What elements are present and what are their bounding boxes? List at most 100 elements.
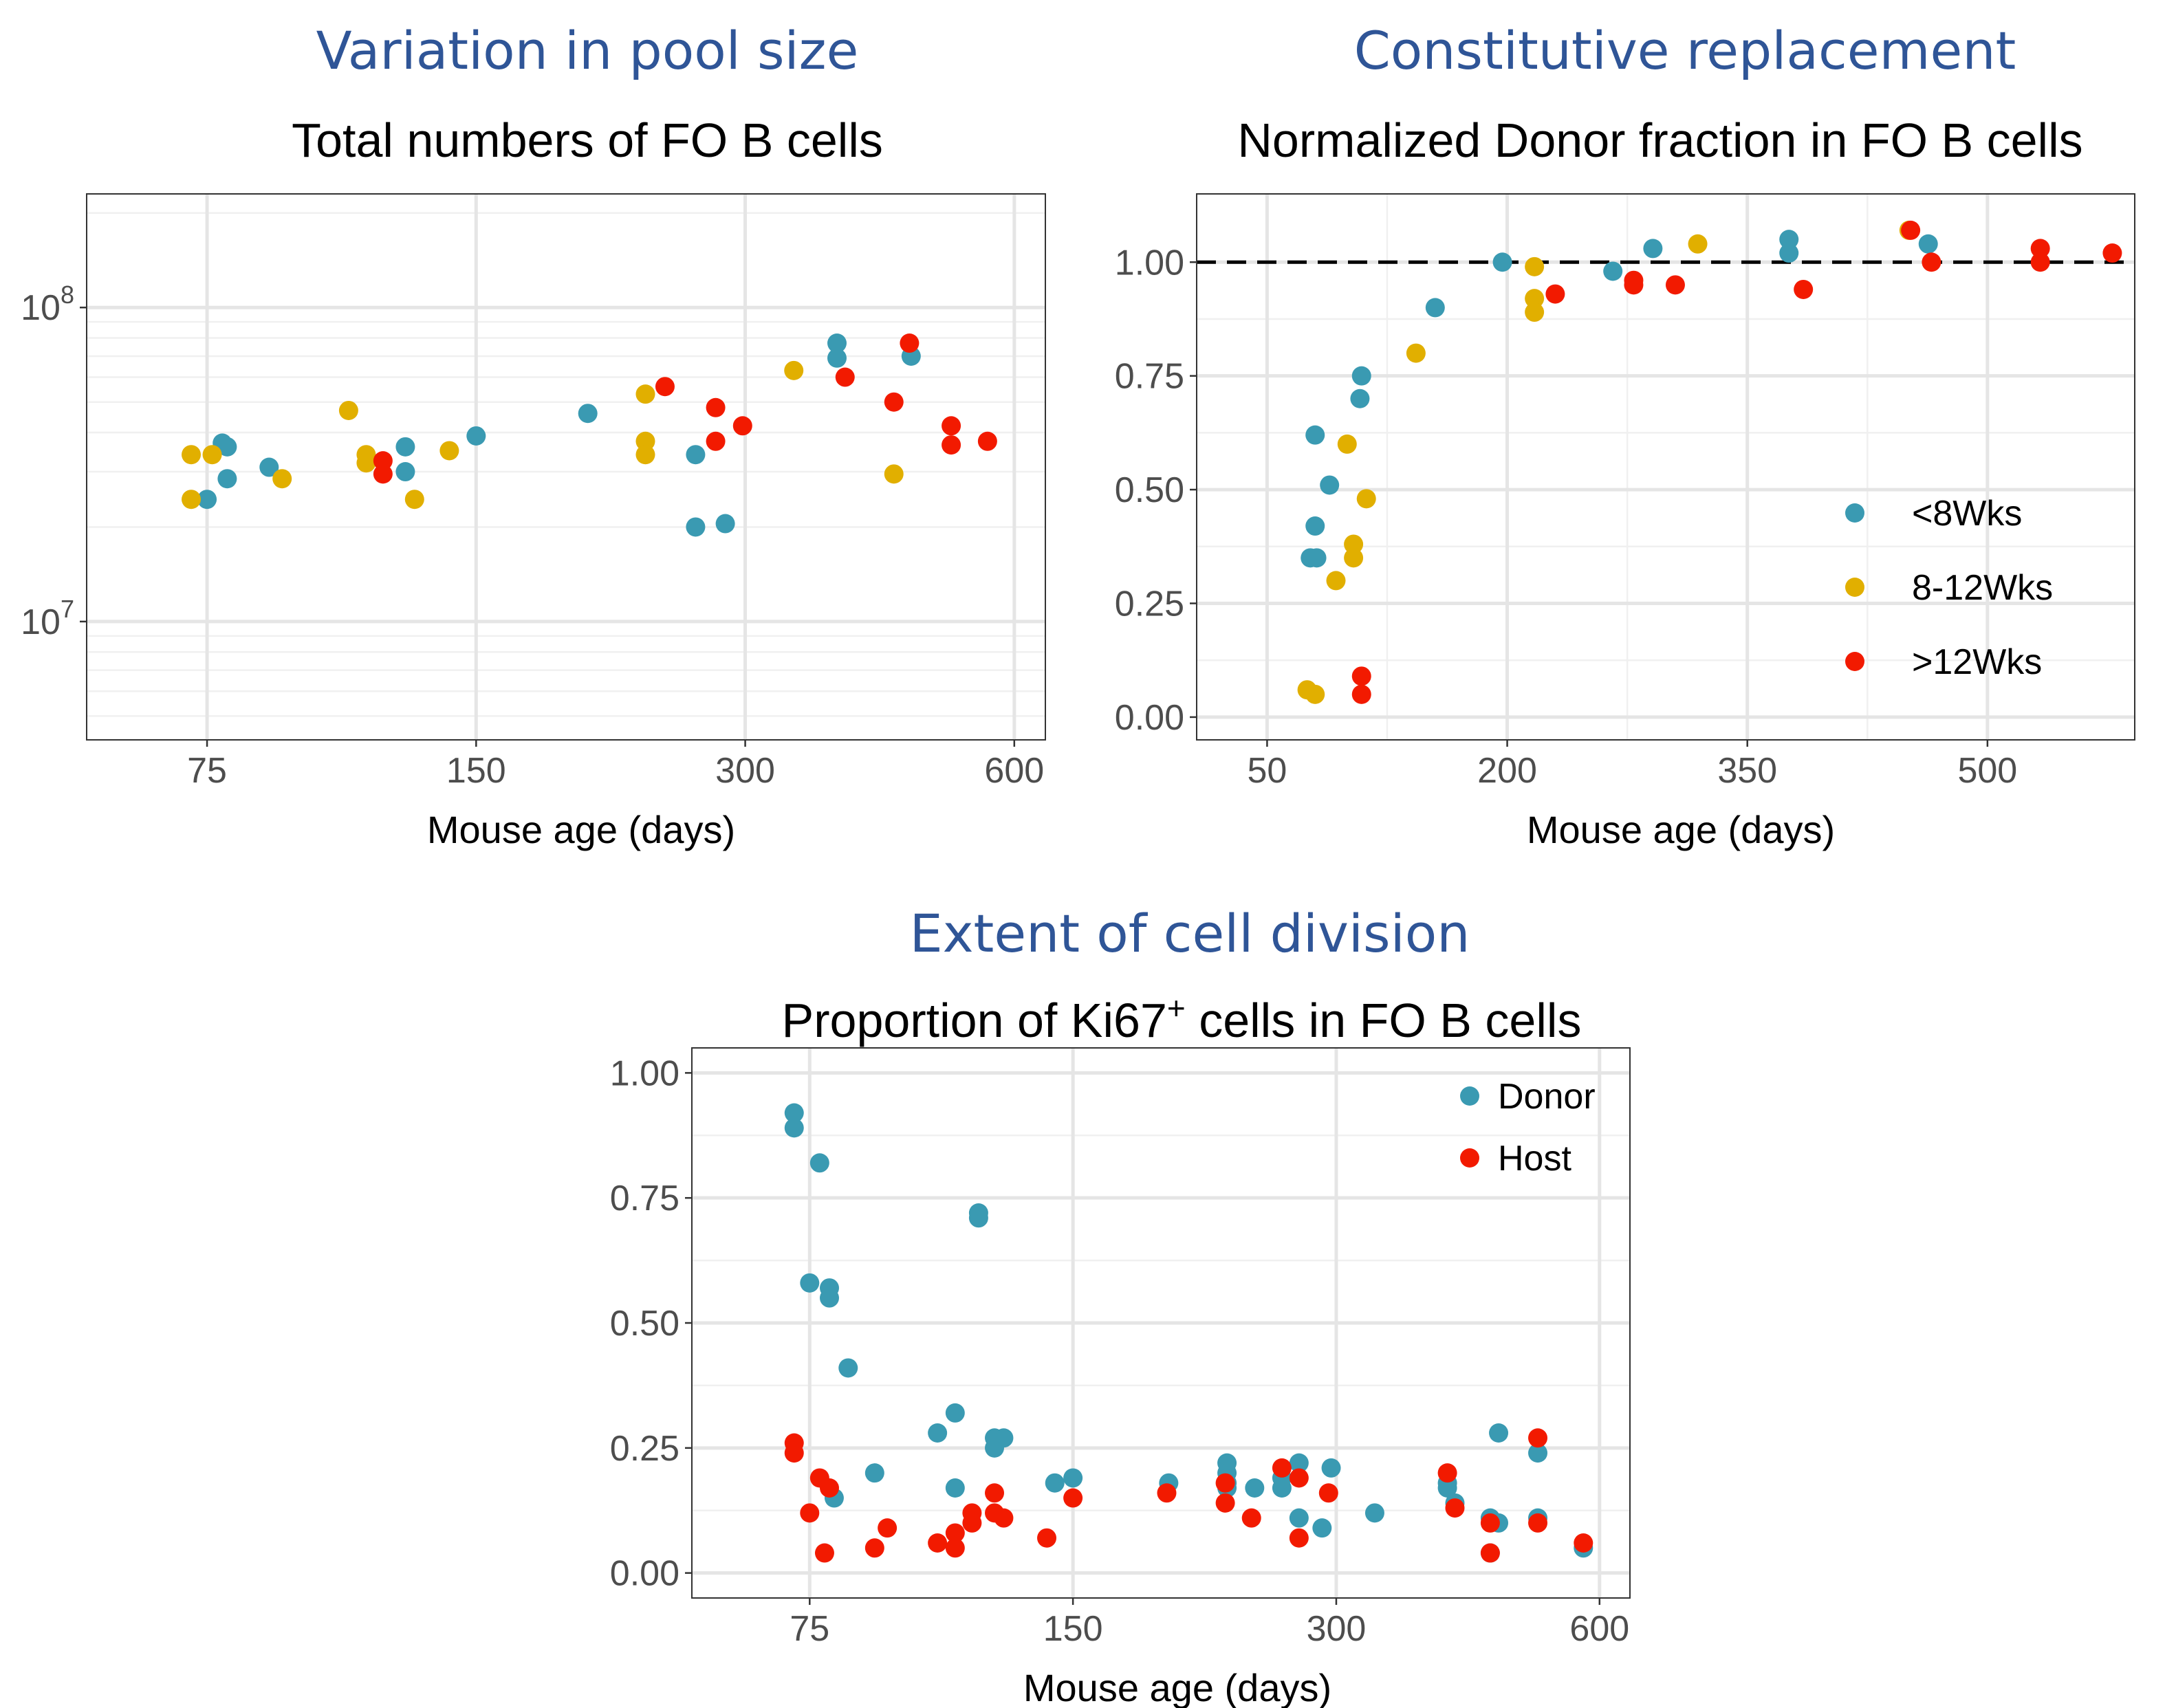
y-tick-label: 0.50 <box>610 1304 679 1344</box>
data-point <box>182 490 202 510</box>
data-point <box>1665 275 1685 295</box>
x-tick-label: 300 <box>715 751 775 791</box>
data-point <box>1794 279 1814 299</box>
x-tick-label: 300 <box>1307 1609 1367 1649</box>
data-point <box>1364 1503 1384 1523</box>
data-point <box>1245 1478 1265 1498</box>
data-point <box>1351 684 1371 704</box>
data-point <box>968 1208 988 1228</box>
data-point <box>1480 1513 1500 1533</box>
data-point <box>827 348 847 368</box>
legend-key-lt8wks <box>1845 503 1864 523</box>
data-point <box>182 445 202 465</box>
data-point <box>942 416 961 436</box>
data-point <box>1289 1508 1309 1528</box>
data-point <box>864 1463 884 1483</box>
data-point <box>1305 516 1325 536</box>
data-point <box>1351 366 1371 386</box>
panel-border-replacement <box>1196 193 2135 741</box>
data-point <box>1779 230 1799 250</box>
x-tick-label: 600 <box>984 751 1044 791</box>
y-tick-label-exponent: 8 <box>61 281 74 309</box>
data-point <box>1425 298 1445 318</box>
data-point <box>395 437 415 457</box>
legend-label-host: Host <box>1498 1139 1571 1179</box>
chart-constitutive-replacement: Constitutive replacement Normalized Dono… <box>1115 20 2135 851</box>
data-point <box>1157 1483 1177 1503</box>
data-point <box>578 404 598 424</box>
data-point <box>1241 1508 1261 1528</box>
y-tick-label-base: 10 <box>21 602 61 642</box>
data-point <box>942 435 961 455</box>
legend-key-gt12wks <box>1845 652 1864 671</box>
data-point <box>373 451 393 471</box>
legend-key-donor <box>1460 1086 1479 1106</box>
data-point <box>1272 1478 1292 1498</box>
data-point <box>373 464 393 484</box>
y-tick-label: 0.75 <box>1115 357 1184 397</box>
data-point <box>819 1478 839 1498</box>
x-tick-label: 600 <box>1569 1609 1629 1649</box>
data-point <box>1525 256 1545 276</box>
data-point <box>395 462 415 482</box>
grid-pool-size <box>87 194 1045 740</box>
y-tick-label: 108 <box>21 281 74 328</box>
data-point <box>706 397 726 417</box>
axes-replacement: 50 200 350 500 0.00 0.25 0.50 0.75 1.00 <box>1115 243 2017 791</box>
data-point <box>1528 1428 1548 1448</box>
legend-label-8-12wks: 8-12Wks <box>1912 568 2053 608</box>
data-point <box>1918 234 1938 254</box>
data-point <box>217 469 237 489</box>
data-point <box>1272 1458 1292 1478</box>
data-point <box>1037 1528 1057 1548</box>
data-point <box>1437 1463 1457 1483</box>
data-point <box>1289 1468 1309 1488</box>
data-point <box>635 431 655 451</box>
data-point <box>819 1288 839 1308</box>
points-pool-size <box>182 333 997 537</box>
chart-cell-division: Extent of cell division Proportion of Ki… <box>610 903 1631 1708</box>
data-point <box>1320 475 1340 495</box>
data-point <box>1321 1458 1341 1478</box>
data-point <box>1779 243 1799 263</box>
data-point <box>1525 303 1545 322</box>
y-tick-label: 1.00 <box>1115 243 1184 283</box>
data-point <box>272 469 292 489</box>
data-point <box>928 1533 948 1553</box>
plot-title-replacement: Normalized Donor fraction in FO B cells <box>1237 113 2082 167</box>
data-point <box>1489 1423 1509 1443</box>
x-tick-label: 350 <box>1717 751 1777 791</box>
data-point <box>356 453 376 473</box>
plot-title-cell-division: Proportion of Ki67+ cells in FO B cells <box>782 990 1582 1047</box>
x-tick-label: 500 <box>1957 751 2017 791</box>
data-point <box>977 431 997 451</box>
data-point <box>1326 571 1346 591</box>
data-point <box>945 1478 965 1498</box>
y-tick-label-base: 10 <box>21 288 61 328</box>
data-point <box>784 1103 804 1123</box>
x-tick-label: 200 <box>1477 751 1537 791</box>
section-title-replacement: Constitutive replacement <box>1354 20 2016 81</box>
data-point <box>1406 343 1426 363</box>
data-point <box>197 490 217 510</box>
data-point <box>715 514 735 534</box>
data-point <box>994 1428 1014 1448</box>
data-point <box>1344 534 1364 554</box>
x-axis-title-cell-division: Mouse age (days) <box>1023 1666 1331 1708</box>
data-point <box>1356 489 1376 509</box>
data-point <box>2030 252 2050 272</box>
data-point <box>1307 548 1327 568</box>
data-point <box>466 426 486 446</box>
data-point <box>1545 284 1565 304</box>
data-point <box>635 445 655 465</box>
data-point <box>1337 434 1357 454</box>
data-point <box>635 384 655 404</box>
y-tick-label: 0.25 <box>1115 584 1184 624</box>
data-point <box>800 1503 820 1523</box>
data-point <box>985 1483 1005 1503</box>
grid-cell-division <box>692 1048 1630 1598</box>
data-point <box>1624 275 1644 295</box>
data-point <box>1344 548 1364 568</box>
data-point <box>827 333 847 353</box>
